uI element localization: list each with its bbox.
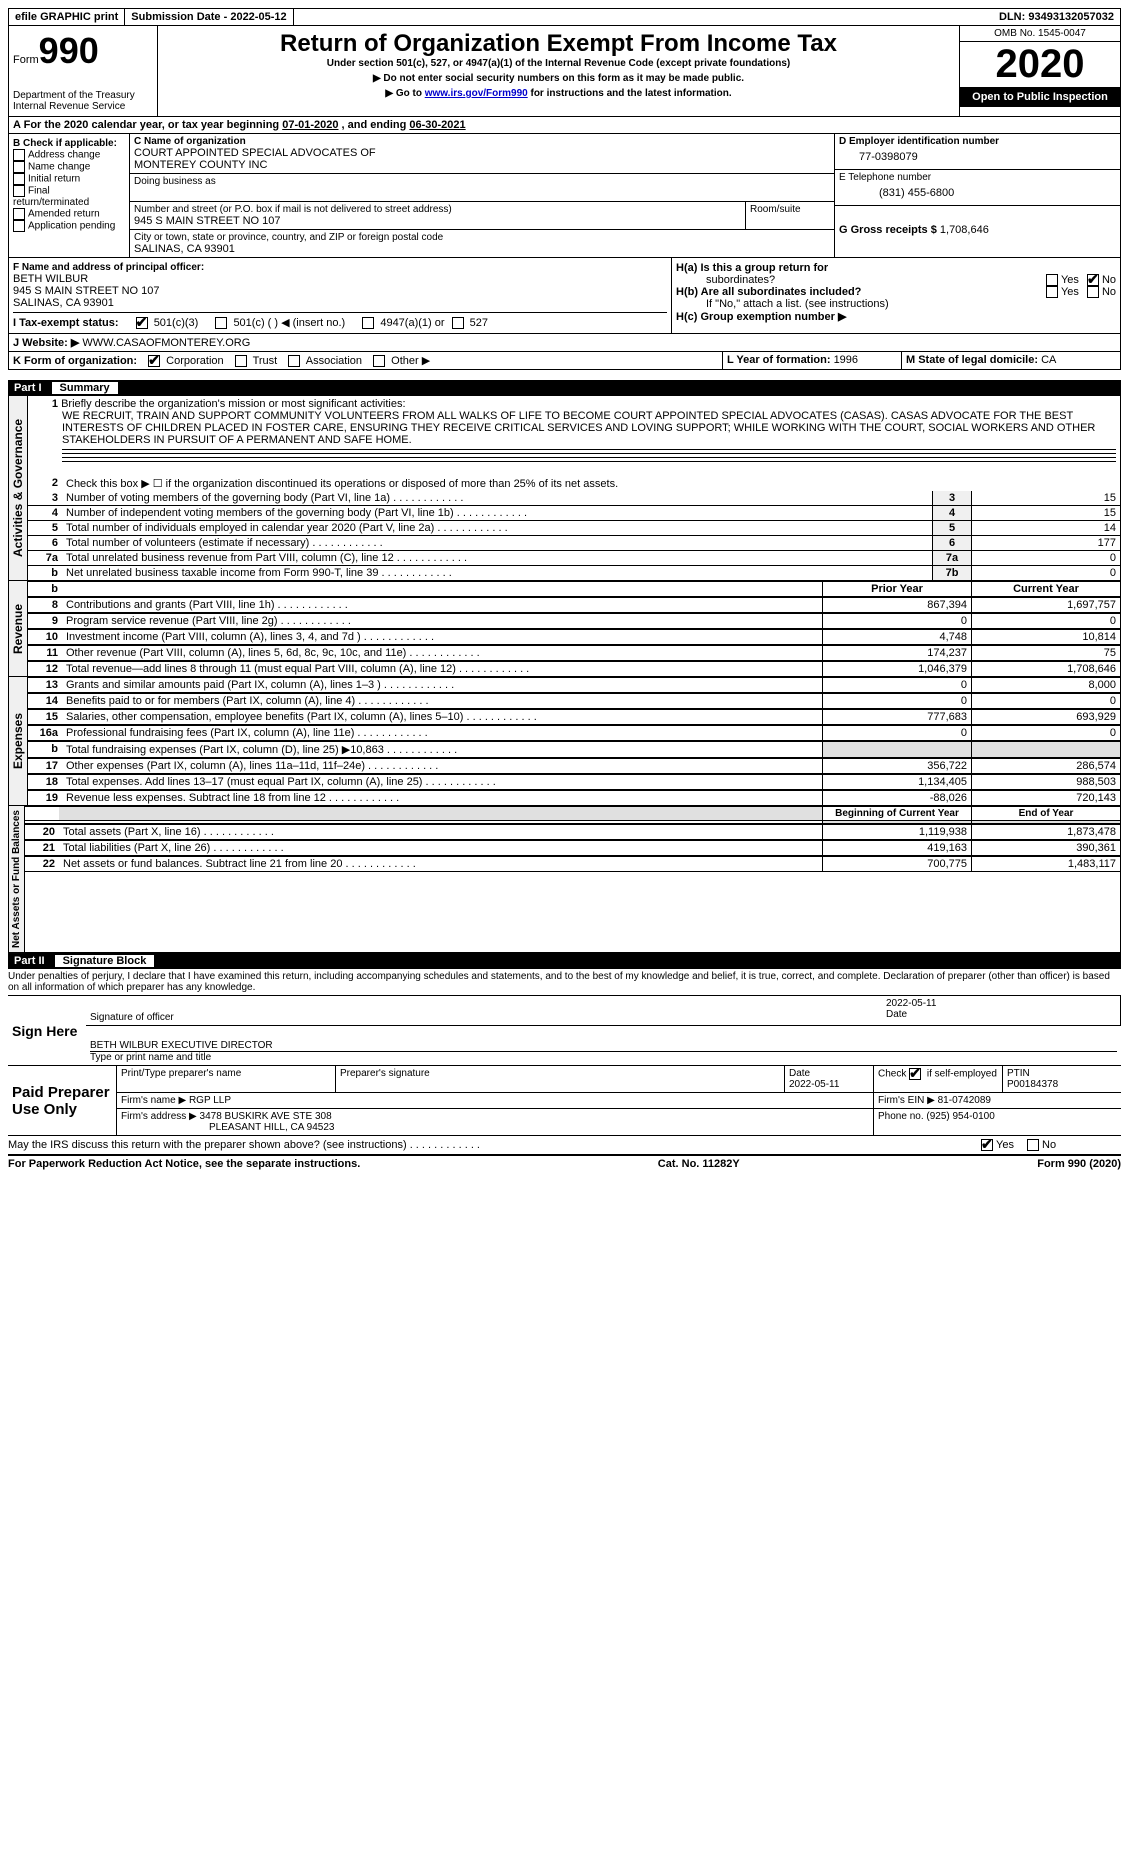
boxes-d-g: D Employer identification number 77-0398… [834, 134, 1120, 257]
discuss-row: May the IRS discuss this return with the… [8, 1136, 1121, 1155]
sign-here-label: Sign Here [8, 996, 86, 1065]
vtab-expenses: Expenses [8, 677, 28, 806]
gov-line-3: 3Number of voting members of the governi… [28, 491, 1120, 506]
dept-treasury: Department of the Treasury Internal Reve… [13, 90, 153, 112]
exp-lines-14: 14Benefits paid to or for members (Part … [28, 693, 1120, 709]
vtab-netassets: Net Assets or Fund Balances [8, 806, 25, 953]
header-right: OMB No. 1545-0047 2020 Open to Public In… [959, 26, 1120, 116]
box-h: H(a) Is this a group return for subordin… [672, 258, 1120, 333]
header-left: Form990 Department of the Treasury Inter… [9, 26, 158, 116]
part1-header: Part I Summary [8, 380, 1121, 396]
chk-501c[interactable]: 501(c) ( ) ◀ (insert no.) [215, 317, 345, 329]
rev-lines-10: 10Investment income (Part VIII, column (… [28, 629, 1120, 645]
identity-block: B Check if applicable: Address change Na… [8, 134, 1121, 258]
rev-lines-12: 12Total revenue—add lines 8 through 11 (… [28, 661, 1120, 677]
chk-trust[interactable]: Trust [235, 355, 278, 367]
net-lines-22: 22Net assets or fund balances. Subtract … [25, 856, 1120, 872]
paid-preparer-label: Paid Preparer Use Only [8, 1066, 117, 1136]
preparer-table: Paid Preparer Use Only Print/Type prepar… [8, 1065, 1121, 1136]
exp-lines-17: 17Other expenses (Part IX, column (A), l… [28, 758, 1120, 774]
exp-lines-18: 18Total expenses. Add lines 13–17 (must … [28, 774, 1120, 790]
chk-initial[interactable]: Initial return [13, 173, 125, 185]
tax-year: 2020 [960, 42, 1120, 87]
self-employed-cell: Check if self-employed [874, 1066, 1003, 1093]
ha-no[interactable]: No [1087, 274, 1116, 286]
chk-527[interactable]: 527 [452, 317, 488, 329]
form-title: Return of Organization Exempt From Incom… [162, 30, 955, 58]
top-bar: efile GRAPHIC print Submission Date - 20… [8, 8, 1121, 26]
exp-lines-19: 19Revenue less expenses. Subtract line 1… [28, 790, 1120, 806]
chk-final[interactable]: Final return/terminated [13, 185, 125, 208]
section-a: A For the 2020 calendar year, or tax yea… [8, 117, 1121, 134]
k-l-m-row: K Form of organization: Corporation Trus… [8, 352, 1121, 370]
f-h-block: F Name and address of principal officer:… [8, 258, 1121, 334]
box-i: I Tax-exempt status: 501(c)(3) 501(c) ( … [13, 312, 667, 329]
chk-self-employed[interactable] [909, 1068, 921, 1080]
declaration-text: Under penalties of perjury, I declare th… [8, 969, 1121, 996]
netassets-block: Net Assets or Fund Balances Beginning of… [8, 806, 1121, 953]
box-g: G Gross receipts $ 1,708,646 [835, 206, 1120, 238]
gov-line-7a: 7aTotal unrelated business revenue from … [28, 551, 1120, 566]
vtab-governance: Activities & Governance [8, 396, 28, 581]
net-lines-20: 20Total assets (Part X, line 16)1,119,93… [25, 824, 1120, 840]
chk-other[interactable]: Other ▶ [373, 355, 430, 367]
ha-yes[interactable]: Yes [1046, 274, 1079, 286]
vtab-revenue: Revenue [8, 581, 28, 677]
form-header: Form990 Department of the Treasury Inter… [8, 26, 1121, 117]
col-headers-rev: b Prior Year Current Year [28, 581, 1120, 597]
gov-line-5: 5Total number of individuals employed in… [28, 521, 1120, 536]
chk-assoc[interactable]: Association [288, 355, 362, 367]
chk-name[interactable]: Name change [13, 161, 125, 173]
officer-name: BETH WILBUR EXECUTIVE DIRECTOR [90, 1040, 1117, 1052]
chk-amended[interactable]: Amended return [13, 208, 125, 220]
open-inspection: Open to Public Inspection [960, 87, 1120, 107]
revenue-block: Revenue b Prior Year Current Year 8Contr… [8, 581, 1121, 677]
header-center: Return of Organization Exempt From Incom… [158, 26, 959, 116]
chk-address[interactable]: Address change [13, 149, 125, 161]
hb-no[interactable]: No [1087, 286, 1116, 298]
gov-line-b: bNet unrelated business taxable income f… [28, 566, 1120, 581]
exp-lines-15: 15Salaries, other compensation, employee… [28, 709, 1120, 725]
irs-link[interactable]: www.irs.gov/Form990 [425, 88, 528, 99]
chk-501c3[interactable]: 501(c)(3) [136, 317, 199, 329]
part1-body: Activities & Governance 1 Briefly descri… [8, 396, 1121, 581]
exp-lines-16a: 16aProfessional fundraising fees (Part I… [28, 725, 1120, 741]
mission-text: WE RECRUIT, TRAIN AND SUPPORT COMMUNITY … [32, 410, 1116, 446]
omb-number: OMB No. 1545-0047 [960, 26, 1120, 42]
exp-lines-b: bTotal fundraising expenses (Part IX, co… [28, 741, 1120, 758]
efile-label: efile GRAPHIC print [9, 9, 125, 25]
box-b: B Check if applicable: Address change Na… [9, 134, 130, 257]
instructions-line: ▶ Go to www.irs.gov/Form990 for instruct… [162, 88, 955, 99]
discuss-yes[interactable]: Yes [981, 1139, 1014, 1151]
rev-lines-11: 11Other revenue (Part VIII, column (A), … [28, 645, 1120, 661]
gov-line-2: 2Check this box ▶ ☐ if the organization … [28, 476, 1120, 491]
line-1: 1 Briefly describe the organization's mi… [28, 396, 1120, 476]
box-e: E Telephone number (831) 455-6800 [835, 170, 1120, 206]
box-f: F Name and address of principal officer:… [9, 258, 672, 333]
page-footer: For Paperwork Reduction Act Notice, see … [8, 1155, 1121, 1170]
expenses-block: Expenses 13Grants and similar amounts pa… [8, 677, 1121, 806]
j-row: J Website: ▶ WWW.CASAOFMONTEREY.ORG [8, 334, 1121, 352]
box-d: D Employer identification number 77-0398… [835, 134, 1120, 170]
rev-lines-9: 9Program service revenue (Part VIII, lin… [28, 613, 1120, 629]
dln-cell: DLN: 93493132057032 [993, 9, 1120, 25]
chk-corp[interactable]: Corporation [148, 355, 224, 367]
gov-line-4: 4Number of independent voting members of… [28, 506, 1120, 521]
part2-header: Part II Signature Block [8, 953, 1121, 969]
hb-yes[interactable]: Yes [1046, 286, 1079, 298]
chk-pending[interactable]: Application pending [13, 220, 125, 232]
form-number: 990 [39, 30, 99, 71]
signature-table: Sign Here Signature of officer 2022-05-1… [8, 996, 1121, 1065]
chk-4947[interactable]: 4947(a)(1) or [362, 317, 444, 329]
col-headers-net: Beginning of Current Year End of Year [25, 806, 1120, 821]
submission-cell: Submission Date - 2022-05-12 [125, 9, 293, 25]
box-c: C Name of organization COURT APPOINTED S… [130, 134, 834, 257]
discuss-no[interactable]: No [1027, 1139, 1056, 1151]
website-value: WWW.CASAOFMONTEREY.ORG [82, 337, 250, 349]
exp-lines-13: 13Grants and similar amounts paid (Part … [28, 677, 1120, 693]
rev-lines-8: 8Contributions and grants (Part VIII, li… [28, 597, 1120, 613]
net-lines-21: 21Total liabilities (Part X, line 26)419… [25, 840, 1120, 856]
gov-line-6: 6Total number of volunteers (estimate if… [28, 536, 1120, 551]
